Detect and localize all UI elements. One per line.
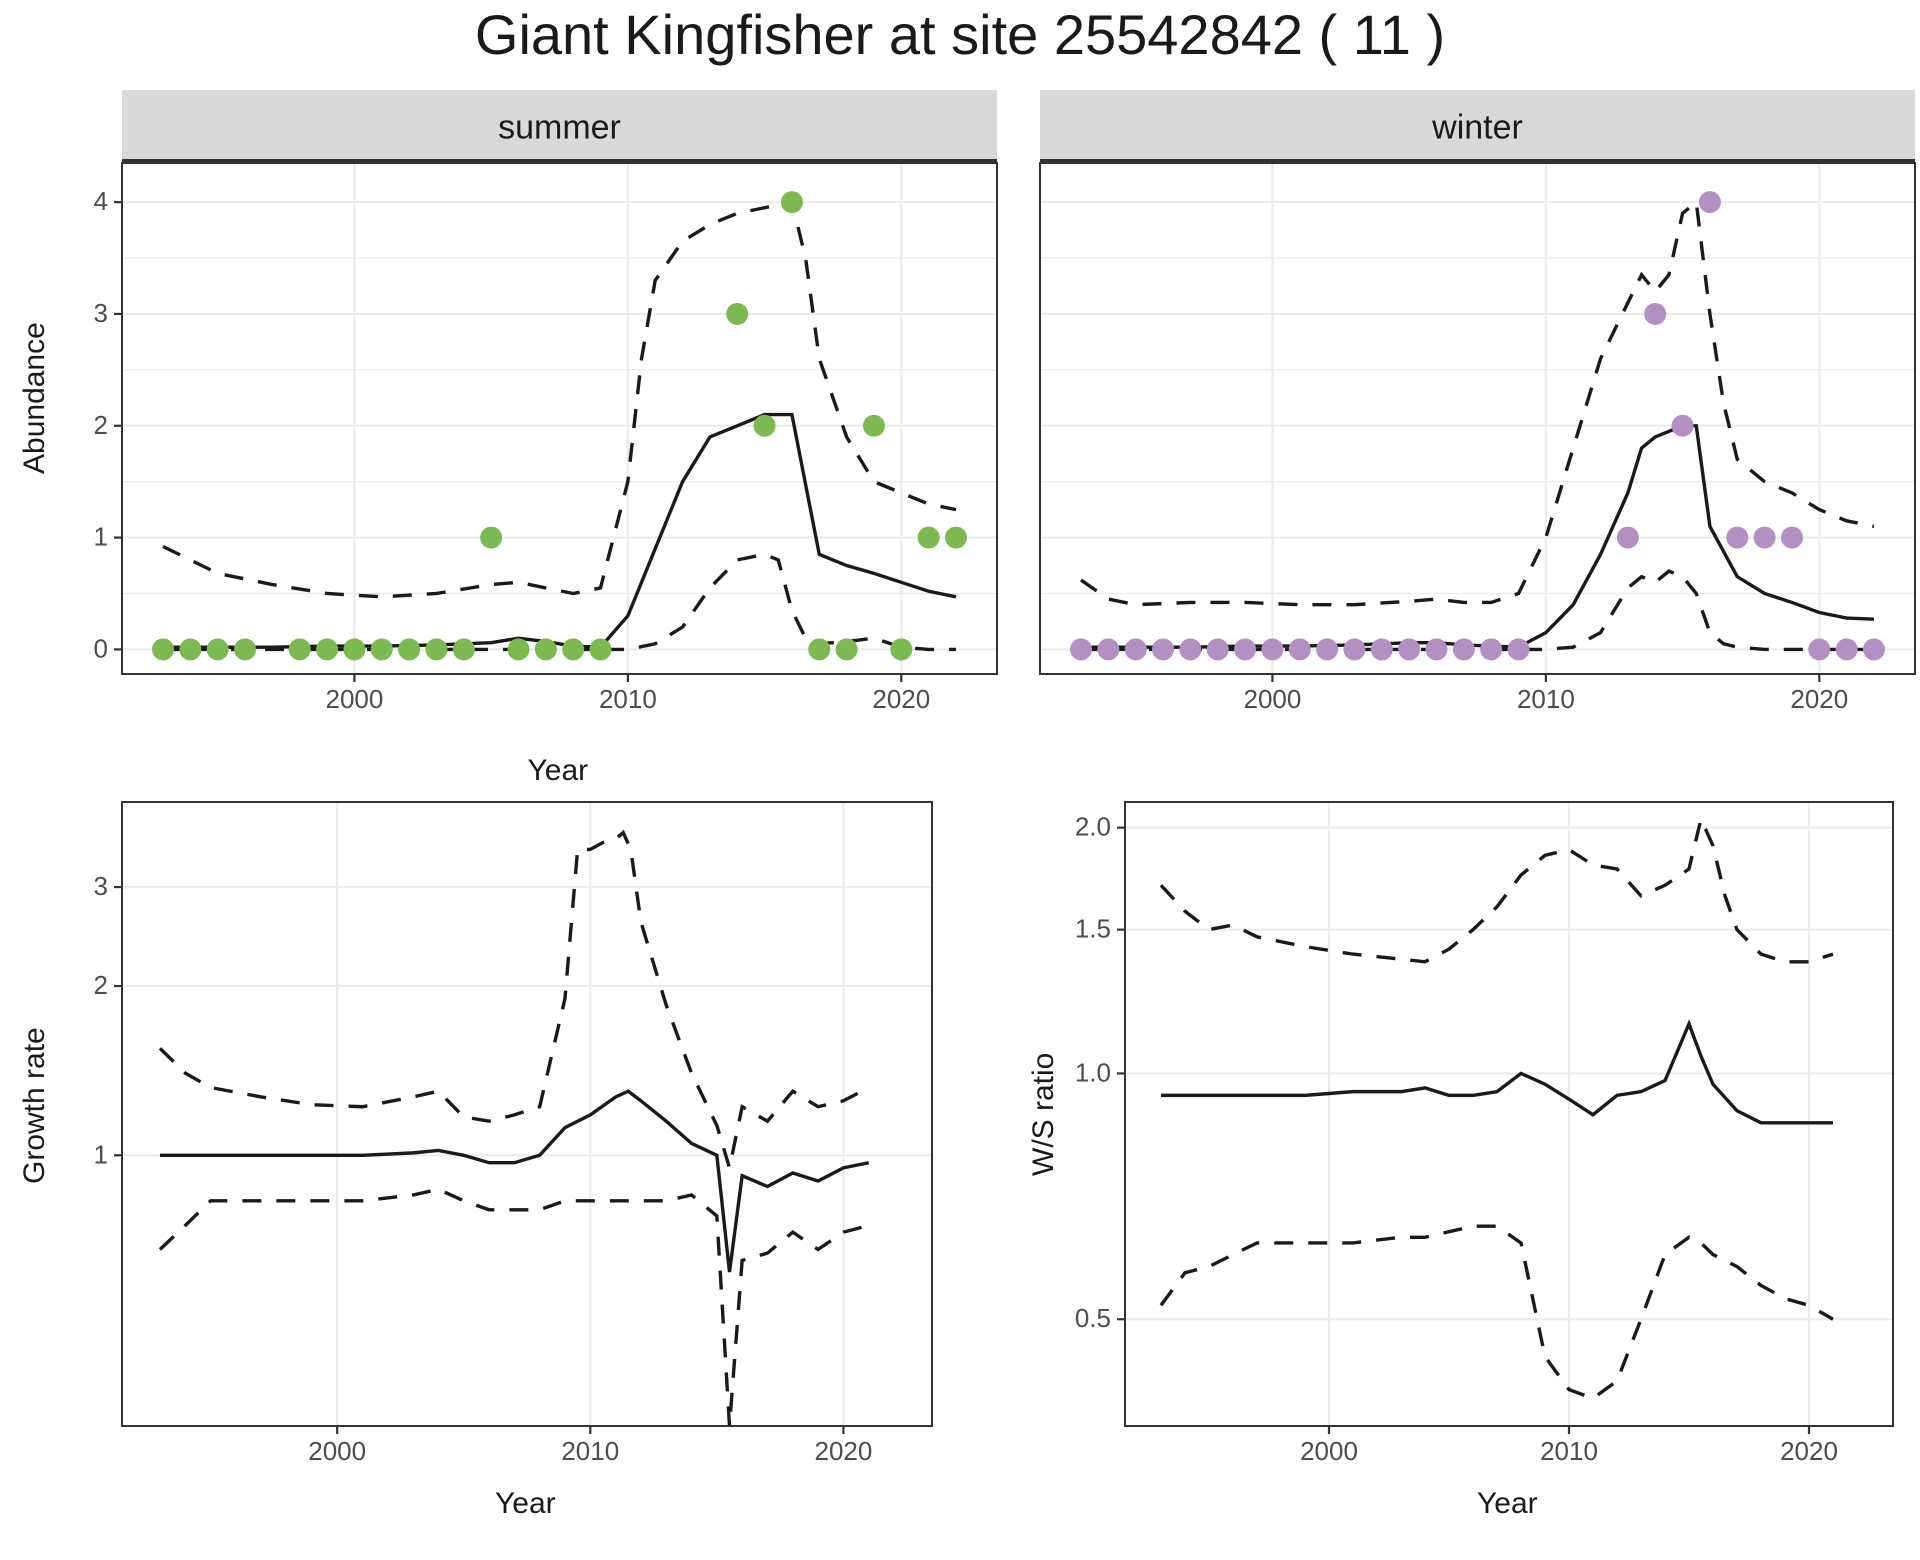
svg-text:2020: 2020 xyxy=(1780,1436,1838,1466)
svg-text:2.0: 2.0 xyxy=(1075,812,1111,842)
svg-text:1: 1 xyxy=(94,1139,108,1169)
svg-text:summer: summer xyxy=(498,109,621,147)
svg-text:0.5: 0.5 xyxy=(1075,1303,1111,1333)
svg-text:4: 4 xyxy=(94,186,108,216)
svg-text:2010: 2010 xyxy=(561,1436,619,1466)
svg-text:2010: 2010 xyxy=(1540,1436,1598,1466)
svg-text:0: 0 xyxy=(94,633,108,663)
svg-text:2010: 2010 xyxy=(599,684,657,714)
svg-text:2000: 2000 xyxy=(325,684,383,714)
svg-text:2010: 2010 xyxy=(1517,684,1575,714)
svg-text:2: 2 xyxy=(94,970,108,1000)
svg-text:2020: 2020 xyxy=(872,684,930,714)
svg-text:2000: 2000 xyxy=(1243,684,1301,714)
svg-text:2020: 2020 xyxy=(1790,684,1848,714)
svg-text:winter: winter xyxy=(1431,109,1523,147)
svg-text:2000: 2000 xyxy=(1300,1436,1358,1466)
svg-text:2020: 2020 xyxy=(814,1436,872,1466)
svg-text:3: 3 xyxy=(94,298,108,328)
svg-text:1: 1 xyxy=(94,522,108,552)
svg-text:3: 3 xyxy=(94,871,108,901)
svg-text:1.5: 1.5 xyxy=(1075,914,1111,944)
svg-text:2000: 2000 xyxy=(308,1436,366,1466)
svg-text:2: 2 xyxy=(94,410,108,440)
svg-text:1.0: 1.0 xyxy=(1075,1057,1111,1087)
